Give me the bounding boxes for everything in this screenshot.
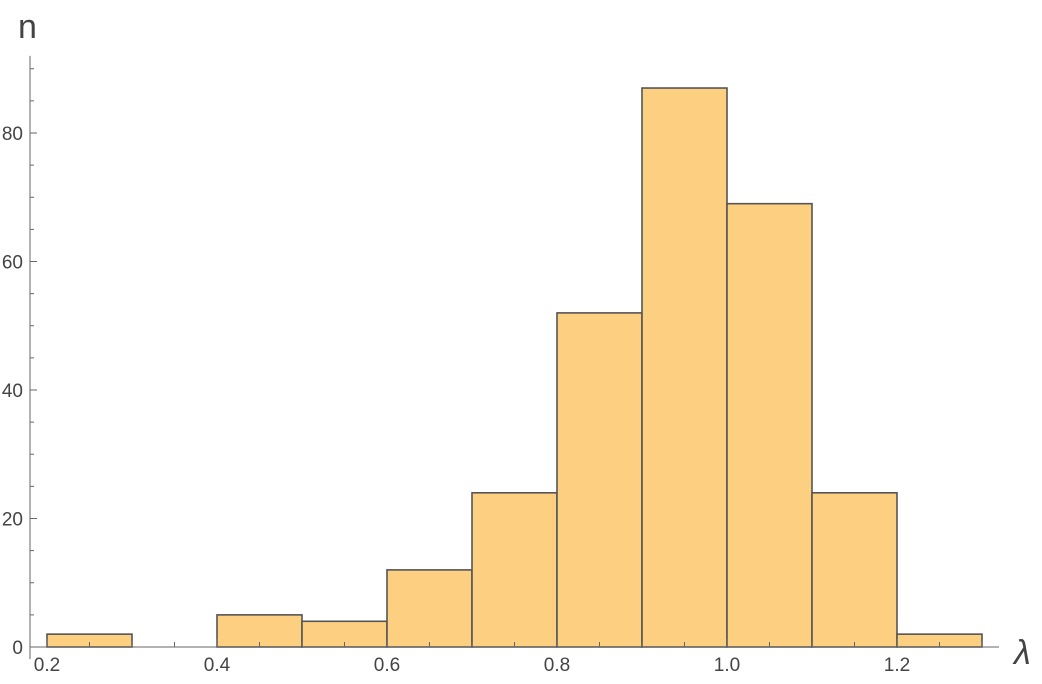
axes: 0.2 0.4 0.6 0.8 1.0 1.2 0 20 40 60 80 <box>2 55 999 676</box>
x-axis-label: λ <box>1012 634 1031 672</box>
histogram-bar <box>811 491 898 648</box>
histogram-bar <box>556 312 643 648</box>
bars <box>46 87 983 648</box>
y-axis-label: n <box>18 8 37 46</box>
x-tick-label: 0.4 <box>204 655 231 676</box>
y-tick-label: 80 <box>2 124 23 145</box>
histogram-bar <box>386 569 473 648</box>
y-tick-label: 20 <box>2 510 23 531</box>
x-tick-label: 1.0 <box>714 655 740 676</box>
y-tick-label: 0 <box>12 638 23 659</box>
x-tick-label: 0.2 <box>34 655 60 676</box>
histogram-bar <box>641 87 728 648</box>
histogram-bar <box>471 491 558 648</box>
histogram-bar <box>726 202 813 648</box>
x-tick-label: 0.8 <box>544 655 570 676</box>
y-tick-label: 60 <box>2 253 23 274</box>
histogram-bar <box>216 614 303 648</box>
y-tick-label: 40 <box>2 381 23 402</box>
x-tick-label: 0.6 <box>374 655 400 676</box>
x-tick-label: 1.2 <box>884 655 910 676</box>
